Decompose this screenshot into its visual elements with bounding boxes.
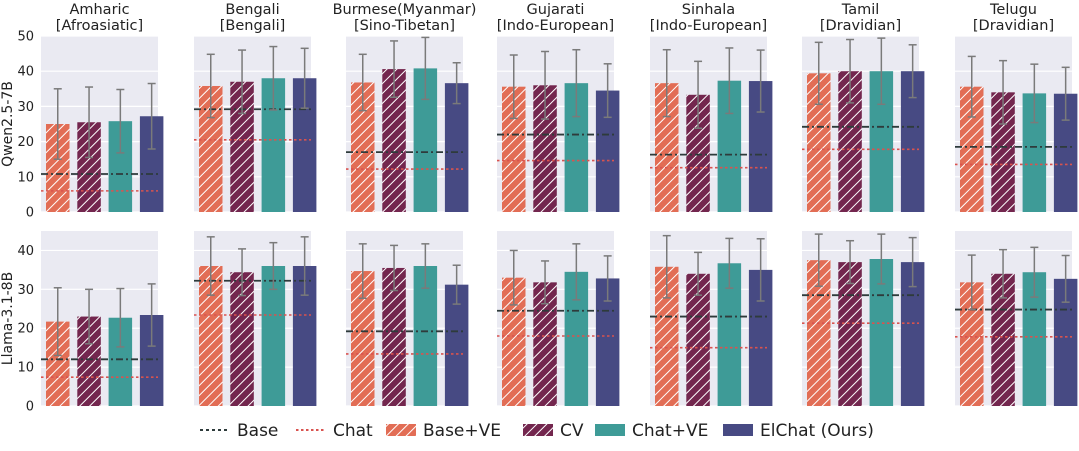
bar-elchat-ours- <box>748 269 773 406</box>
panel-title-family: [Dravidian] <box>820 18 901 34</box>
bar-elchat-ours- <box>1053 93 1078 212</box>
y-tick-label: 0 <box>26 400 34 415</box>
bar-cv <box>838 71 862 212</box>
legend-patch-base-ve <box>386 424 416 436</box>
bar-cv <box>533 282 557 406</box>
bar-cv <box>382 267 406 406</box>
y-tick-label: 0 <box>26 206 34 221</box>
bar-base-ve <box>199 85 223 212</box>
bar-base-ve <box>351 82 375 213</box>
bar-chat-ve <box>108 121 133 212</box>
panel-title-name: Telugu <box>989 2 1037 18</box>
legend-patch-cv <box>523 424 553 436</box>
bar-chat-ve <box>564 271 589 406</box>
bar-cv <box>230 81 254 212</box>
y-tick-label: 40 <box>17 244 34 259</box>
panel-title-name: Sinhala <box>682 2 735 18</box>
bar-elchat-ours- <box>292 78 317 213</box>
bar-chat-ve <box>413 266 438 406</box>
y-tick-label: 50 <box>17 30 34 45</box>
y-tick-label: 10 <box>17 361 34 376</box>
panel-title-name: Gujarati <box>527 2 585 18</box>
row-label-1: Llama-3.1-8B <box>0 272 16 365</box>
bar-base-ve <box>46 124 70 212</box>
bar-elchat-ours- <box>900 71 925 212</box>
bar-base-ve <box>960 86 984 212</box>
bar-elchat-ours- <box>748 81 773 212</box>
bar-elchat-ours- <box>1053 278 1078 406</box>
bar-elchat-ours- <box>900 262 925 406</box>
row-label-0: Qwen2.5-7B <box>0 81 16 167</box>
bar-cv <box>686 273 710 406</box>
panel-title-name: Bengali <box>225 2 279 18</box>
bar-base-ve <box>351 271 375 406</box>
y-tick-label: 20 <box>17 322 34 337</box>
y-tick-label: 40 <box>17 65 34 80</box>
bar-elchat-ours- <box>595 90 620 212</box>
legend-label: Chat <box>333 421 373 441</box>
bar-elchat-ours- <box>444 83 469 212</box>
panel-title-name: Burmese(Myanmar) <box>333 2 477 18</box>
panel-title-family: [Sino-Tibetan] <box>354 18 455 34</box>
bar-chat-ve <box>413 68 438 212</box>
y-tick-label: 20 <box>17 135 34 150</box>
bar-cv <box>838 262 862 406</box>
bar-chat-ve <box>108 317 133 406</box>
legend-label: Base+VE <box>423 421 501 441</box>
bar-cv <box>382 69 406 212</box>
y-tick-label: 30 <box>17 100 34 115</box>
bar-cv <box>686 94 710 212</box>
legend: Base Chat Base+VE CV Chat+VE ElChat (Ours) <box>200 421 874 441</box>
bar-base-ve <box>199 266 223 406</box>
bar-base-ve <box>502 277 526 406</box>
panel-title-family: [Indo-European] <box>497 18 614 34</box>
bar-chat-ve <box>869 71 894 212</box>
bar-chat-ve <box>261 78 286 213</box>
panel-title-name: Tamil <box>841 2 880 18</box>
bar-chat-ve <box>1022 93 1047 212</box>
y-tick-label: 10 <box>17 170 34 185</box>
y-tick-label: 30 <box>17 283 34 298</box>
panel-title-family: [Afroasiatic] <box>56 18 143 34</box>
bar-chat-ve <box>261 266 286 406</box>
bar-cv <box>991 273 1015 406</box>
legend-label: Chat+VE <box>632 421 708 441</box>
bar-elchat-ours- <box>444 284 469 406</box>
bar-cv <box>991 92 1015 212</box>
bar-base-ve <box>807 260 831 406</box>
bar-cv <box>77 122 101 212</box>
bar-elchat-ours- <box>139 116 164 212</box>
panel-title-family: [Bengali] <box>220 18 286 34</box>
bar-chat-ve <box>564 83 589 212</box>
bar-base-ve <box>502 86 526 212</box>
panel-title-name: Amharic <box>69 2 129 18</box>
bar-chat-ve <box>1022 272 1047 406</box>
bar-cv <box>230 272 254 406</box>
bar-base-ve <box>655 266 679 406</box>
panels: Qwen2.5-7B 0 10 20 30 40 50 Amharic[Afroasiatic… <box>0 2 1078 415</box>
bar-base-ve <box>960 282 984 406</box>
bar-cv <box>77 316 101 406</box>
bar-elchat-ours- <box>292 266 317 406</box>
bar-base-ve <box>807 73 831 212</box>
bar-chat-ve <box>717 80 742 212</box>
bar-base-ve <box>46 321 70 406</box>
legend-label: CV <box>560 421 584 441</box>
legend-patch-elchat-ours- <box>723 424 753 436</box>
legend-label: ElChat (Ours) <box>760 421 874 441</box>
bar-chat-ve <box>717 263 742 406</box>
bar-elchat-ours- <box>139 315 164 406</box>
legend-label: Base <box>237 421 278 441</box>
bar-cv <box>533 85 557 212</box>
panel-title-family: [Indo-European] <box>650 18 767 34</box>
bar-base-ve <box>655 83 679 212</box>
panel-title-family: [Dravidian] <box>973 18 1054 34</box>
legend-patch-chat-ve <box>595 424 625 436</box>
